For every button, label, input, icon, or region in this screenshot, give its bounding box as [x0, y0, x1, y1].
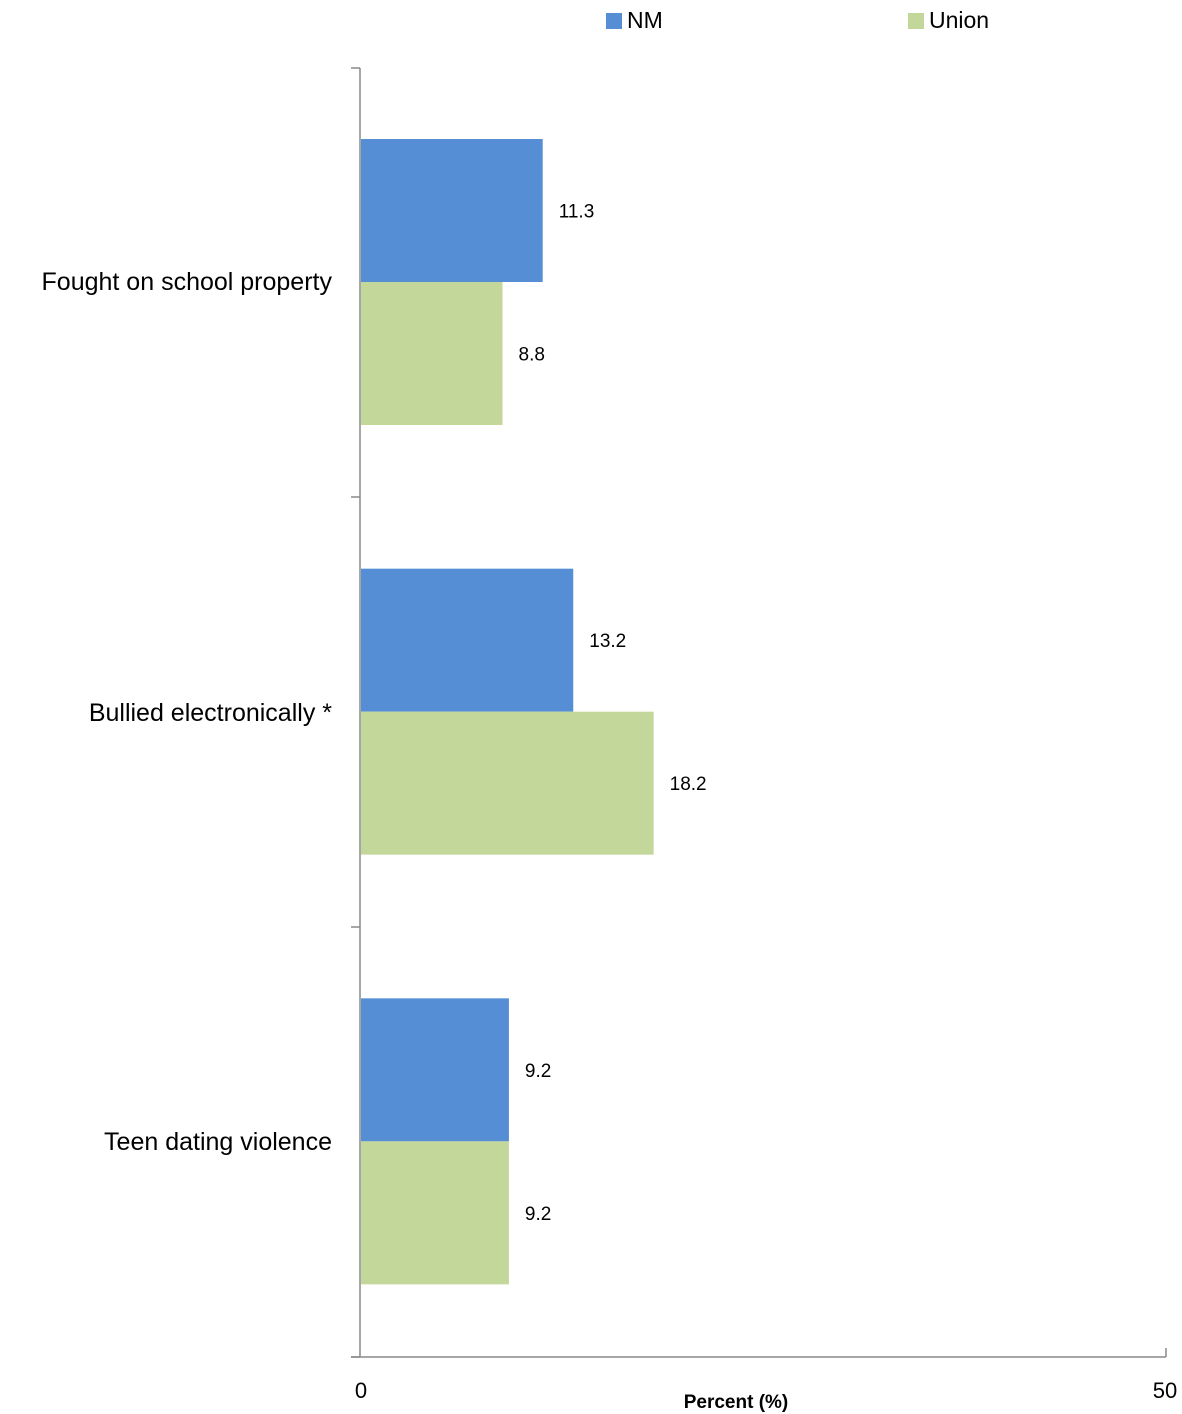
value-labels: 11.3 8.8 13.2 18.2 9.2 9.2: [519, 202, 707, 1225]
category-label-dating: Teen dating violence: [104, 1128, 332, 1156]
bar-nm-0: [361, 139, 543, 282]
value-label-union-0: 8.8: [519, 345, 545, 366]
bars: [361, 139, 654, 1285]
value-label-union-1: 18.2: [670, 774, 707, 795]
legend-item-nm: NM: [606, 7, 663, 33]
value-label-union-2: 9.2: [525, 1204, 551, 1225]
x-axis-title: Percent (%): [684, 1392, 789, 1413]
x-tick-label-0: 0: [355, 1378, 367, 1403]
bar-nm-1: [361, 568, 574, 712]
value-label-nm-2: 9.2: [525, 1061, 551, 1082]
bar-nm-2: [361, 998, 509, 1142]
legend-label-union: Union: [929, 7, 989, 33]
legend: NM Union: [606, 7, 989, 33]
category-label-fought: Fought on school property: [42, 268, 333, 296]
x-axis: 0 50 Percent (%): [351, 1348, 1177, 1413]
legend-swatch-nm: [606, 13, 622, 29]
legend-swatch-union: [908, 13, 924, 29]
category-label-bullied: Bullied electronically *: [89, 699, 332, 727]
y-axis: [351, 67, 361, 1358]
category-labels: Fought on school property Bullied electr…: [42, 268, 333, 1156]
x-tick-label-50: 50: [1153, 1378, 1177, 1403]
legend-label-nm: NM: [627, 7, 663, 33]
bar-union-1: [361, 711, 654, 855]
legend-item-union: Union: [908, 7, 989, 33]
value-label-nm-1: 13.2: [589, 631, 626, 652]
bar-union-0: [361, 282, 503, 425]
value-label-nm-0: 11.3: [559, 202, 595, 223]
bar-union-2: [361, 1141, 509, 1285]
